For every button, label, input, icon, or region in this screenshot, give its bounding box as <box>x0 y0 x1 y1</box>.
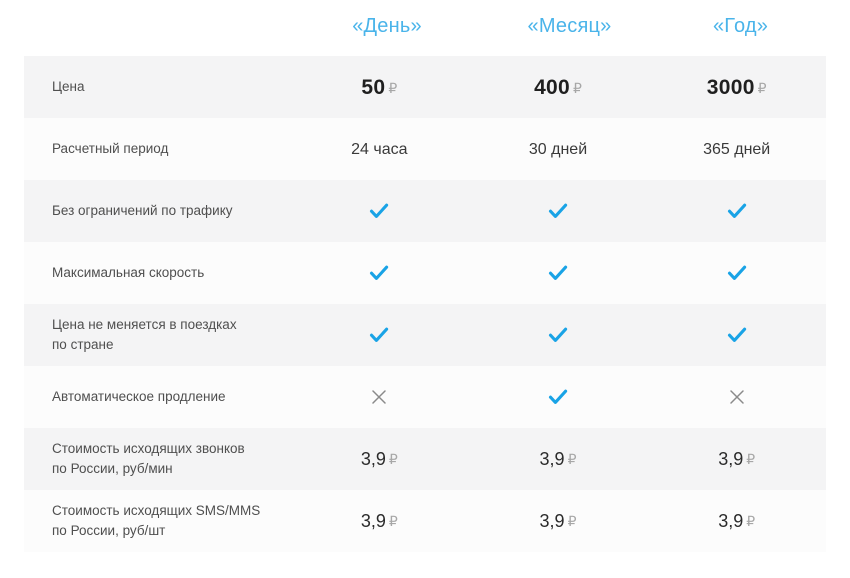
period-value: 24 часа <box>351 141 408 158</box>
value-cell-plan-day: 24 часа <box>290 140 469 158</box>
value-cell-plan-month: 400 ₽ <box>469 77 648 98</box>
value-cell-plan-year <box>647 324 826 346</box>
ruble-symbol: ₽ <box>388 451 398 467</box>
check-icon <box>368 262 390 284</box>
value-cell-plan-day <box>290 386 469 408</box>
feature-label-line1: Автоматическое продление <box>52 389 226 405</box>
amount-value: 3,9 <box>718 449 744 469</box>
feature-label-line1: Цена не меняется в поездках <box>52 317 237 333</box>
value-cell-plan-year: 365 дней <box>647 140 826 158</box>
price-value: 50 <box>361 75 386 99</box>
amount-value: 3,9 <box>539 449 565 469</box>
value-cell-plan-day: 3,9 ₽ <box>290 512 469 530</box>
feature-label: Максимальная скорость <box>24 263 290 283</box>
table-row: Цена 50 ₽400 ₽3000 ₽ <box>24 56 826 118</box>
value-cell-plan-day <box>290 262 469 284</box>
value-cell-plan-month: 3,9 ₽ <box>469 450 648 468</box>
value-cell-plan-day <box>290 200 469 222</box>
feature-label: Расчетный период <box>24 139 290 159</box>
feature-label-line1: Без ограничений по трафику <box>52 203 233 219</box>
feature-label-line1: Стоимость исходящих звонков <box>52 441 245 457</box>
value-cell-plan-year: 3,9 ₽ <box>647 450 826 468</box>
price-value: 3000 <box>706 75 755 99</box>
feature-label-line1: Стоимость исходящих SMS/MMS <box>52 503 261 519</box>
amount-value: 3,9 <box>539 511 565 531</box>
value-cell-plan-day <box>290 324 469 346</box>
ruble-symbol: ₽ <box>746 451 756 467</box>
value-cell-plan-month <box>469 262 648 284</box>
value-cell-plan-year: 3000 ₽ <box>647 77 826 98</box>
amount-value: 3,9 <box>360 511 386 531</box>
ruble-symbol: ₽ <box>746 513 756 529</box>
check-icon <box>547 324 569 346</box>
feature-label: Цена <box>24 77 290 97</box>
ruble-symbol: ₽ <box>567 513 577 529</box>
table-row: Автоматическое продление <box>24 366 826 428</box>
ruble-symbol: ₽ <box>567 451 577 467</box>
table-row: Цена не меняется в поездках по стране <box>24 304 826 366</box>
ruble-symbol: ₽ <box>388 79 398 96</box>
value-cell-plan-month <box>469 386 648 408</box>
table-row: Расчетный период 24 часа 30 дней 365 дней <box>24 118 826 180</box>
value-cell-plan-month <box>469 200 648 222</box>
cross-icon <box>726 386 748 408</box>
table-row: Стоимость исходящих SMS/MMS по России, ру… <box>24 490 826 552</box>
ruble-symbol: ₽ <box>757 79 767 96</box>
feature-label: Без ограничений по трафику <box>24 201 290 221</box>
cross-icon <box>368 386 390 408</box>
value-cell-plan-year <box>647 200 826 222</box>
feature-label: Автоматическое продление <box>24 387 290 407</box>
column-header-plan-year: «Год» <box>712 15 769 37</box>
ruble-symbol: ₽ <box>573 79 582 96</box>
feature-label: Стоимость исходящих звонков по России, ру… <box>24 439 290 478</box>
feature-label-line2: по России, руб/мин <box>52 461 173 476</box>
column-header-plan-day: «День» <box>352 15 422 37</box>
ruble-symbol: ₽ <box>388 513 398 529</box>
check-icon <box>368 324 390 346</box>
amount-value: 3,9 <box>360 449 386 469</box>
value-cell-plan-year <box>647 262 826 284</box>
value-cell-plan-year <box>647 386 826 408</box>
value-cell-plan-month: 3,9 ₽ <box>469 512 648 530</box>
feature-label: Стоимость исходящих SMS/MMS по России, ру… <box>24 501 290 540</box>
amount-value: 3,9 <box>718 511 744 531</box>
check-icon <box>726 324 748 346</box>
value-cell-plan-year: 3,9 ₽ <box>647 512 826 530</box>
table-row: Без ограничений по трафику <box>24 180 826 242</box>
price-value: 400 <box>534 75 571 99</box>
table-row: Максимальная скорость <box>24 242 826 304</box>
table-header-row: «День» «Месяц» «Год» <box>24 0 826 52</box>
check-icon <box>726 262 748 284</box>
feature-label-line1: Цена <box>52 79 85 95</box>
value-cell-plan-day: 50 ₽ <box>290 77 469 98</box>
feature-label: Цена не меняется в поездках по стране <box>24 315 290 354</box>
comparison-table-body: Цена 50 ₽400 ₽3000 ₽ Расчетный период 24 часа 3… <box>24 56 826 552</box>
feature-label-line2: по России, руб/шт <box>52 523 166 538</box>
check-icon <box>368 200 390 222</box>
column-header-plan-month: «Месяц» <box>527 15 612 37</box>
value-cell-plan-month <box>469 324 648 346</box>
period-value: 30 дней <box>528 141 588 158</box>
feature-label-line2: по стране <box>52 337 114 352</box>
check-icon <box>726 200 748 222</box>
table-row: Стоимость исходящих звонков по России, ру… <box>24 428 826 490</box>
check-icon <box>547 200 569 222</box>
value-cell-plan-month: 30 дней <box>469 140 648 158</box>
period-value: 365 дней <box>703 141 771 158</box>
check-icon <box>547 386 569 408</box>
feature-label-line1: Расчетный период <box>52 141 169 157</box>
check-icon <box>547 262 569 284</box>
value-cell-plan-day: 3,9 ₽ <box>290 450 469 468</box>
feature-label-line1: Максимальная скорость <box>52 265 205 281</box>
